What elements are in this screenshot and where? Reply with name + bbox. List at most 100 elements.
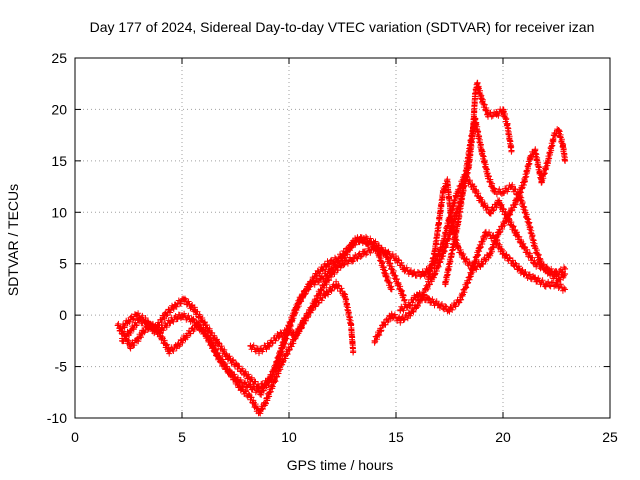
- data-point: [508, 183, 515, 190]
- data-point: [360, 235, 367, 241]
- data-point: [440, 250, 447, 257]
- data-point: [172, 301, 179, 308]
- data-point: [397, 307, 404, 313]
- data-point: [140, 327, 147, 334]
- x-tick-label: 20: [495, 429, 511, 445]
- data-point: [388, 312, 395, 319]
- x-tick-label: 0: [71, 429, 79, 445]
- data-point: [262, 399, 269, 406]
- data-point: [179, 312, 185, 319]
- data-point: [544, 157, 551, 164]
- data-point: [324, 260, 331, 267]
- data-point: [181, 296, 188, 303]
- data-point: [384, 250, 391, 257]
- data-point: [350, 240, 357, 247]
- data-point: [322, 291, 329, 298]
- data-point: [256, 409, 263, 416]
- data-point: [268, 373, 275, 380]
- data-point: [371, 337, 378, 344]
- data-point: [307, 307, 314, 313]
- series-markers: [114, 278, 357, 417]
- data-layer: [114, 79, 569, 417]
- data-point: [405, 312, 412, 319]
- data-point: [435, 219, 442, 226]
- data-point: [491, 235, 498, 241]
- data-point: [457, 296, 464, 303]
- data-point: [551, 132, 558, 139]
- data-point: [431, 271, 438, 277]
- data-point: [168, 317, 175, 324]
- data-point: [512, 229, 519, 236]
- data-point: [448, 219, 455, 226]
- data-point: [191, 307, 198, 313]
- y-tick-label: 10: [51, 204, 67, 220]
- data-point: [504, 121, 511, 128]
- data-point: [500, 106, 506, 113]
- data-point: [532, 147, 539, 154]
- y-tick-label: -5: [55, 359, 68, 375]
- chart-title: Day 177 of 2024, Sidereal Day-to-day VTE…: [90, 19, 595, 35]
- data-point: [478, 96, 485, 103]
- data-point: [431, 250, 438, 257]
- data-point: [547, 271, 554, 277]
- data-point: [420, 271, 427, 277]
- data-point: [562, 265, 569, 272]
- data-point: [487, 250, 494, 257]
- data-point: [446, 307, 453, 313]
- data-point: [286, 327, 292, 334]
- data-point: [467, 137, 474, 144]
- data-point: [298, 322, 305, 329]
- data-point: [200, 327, 207, 334]
- data-point: [134, 337, 141, 344]
- data-point: [517, 193, 524, 200]
- data-point: [521, 271, 528, 277]
- data-point: [236, 379, 243, 385]
- y-tick-label: 20: [51, 101, 67, 117]
- data-point: [339, 260, 346, 267]
- data-point: [504, 214, 511, 221]
- plot-frame: [74, 57, 611, 419]
- data-point: [487, 209, 494, 216]
- data-point: [414, 301, 421, 308]
- data-point: [452, 193, 459, 200]
- data-point: [495, 199, 502, 205]
- y-tick-label: 5: [59, 256, 67, 272]
- data-point: [341, 291, 348, 298]
- data-point: [532, 260, 539, 267]
- data-point: [208, 343, 215, 349]
- data-point: [461, 255, 468, 262]
- data-point: [414, 291, 421, 298]
- data-point: [127, 343, 134, 349]
- y-tick-label: 25: [51, 50, 67, 66]
- data-point: [482, 229, 489, 236]
- data-point: [467, 271, 474, 277]
- x-tick-label: 10: [281, 429, 297, 445]
- data-point: [495, 229, 502, 236]
- data-point: [264, 343, 271, 349]
- data-point: [350, 348, 357, 355]
- data-point: [500, 250, 506, 257]
- data-point: [521, 245, 528, 252]
- data-point: [493, 111, 500, 118]
- data-point: [275, 332, 282, 339]
- data-point: [500, 188, 506, 195]
- data-point: [553, 281, 560, 288]
- x-tick-label: 25: [602, 429, 618, 445]
- data-point: [562, 271, 569, 277]
- data-point: [223, 353, 230, 360]
- y-axis-label: SDTVAR / TECUs: [5, 184, 21, 296]
- data-point: [393, 255, 399, 262]
- data-point: [234, 363, 241, 370]
- data-point: [350, 255, 357, 262]
- data-point: [478, 147, 485, 154]
- x-tick-label: 15: [388, 429, 404, 445]
- data-point: [328, 271, 335, 277]
- data-point: [538, 178, 545, 185]
- data-point: [125, 317, 132, 324]
- data-point: [202, 322, 209, 329]
- y-tick-label: 0: [59, 307, 67, 323]
- data-point: [157, 327, 164, 334]
- data-point: [217, 358, 224, 365]
- data-point: [292, 332, 299, 339]
